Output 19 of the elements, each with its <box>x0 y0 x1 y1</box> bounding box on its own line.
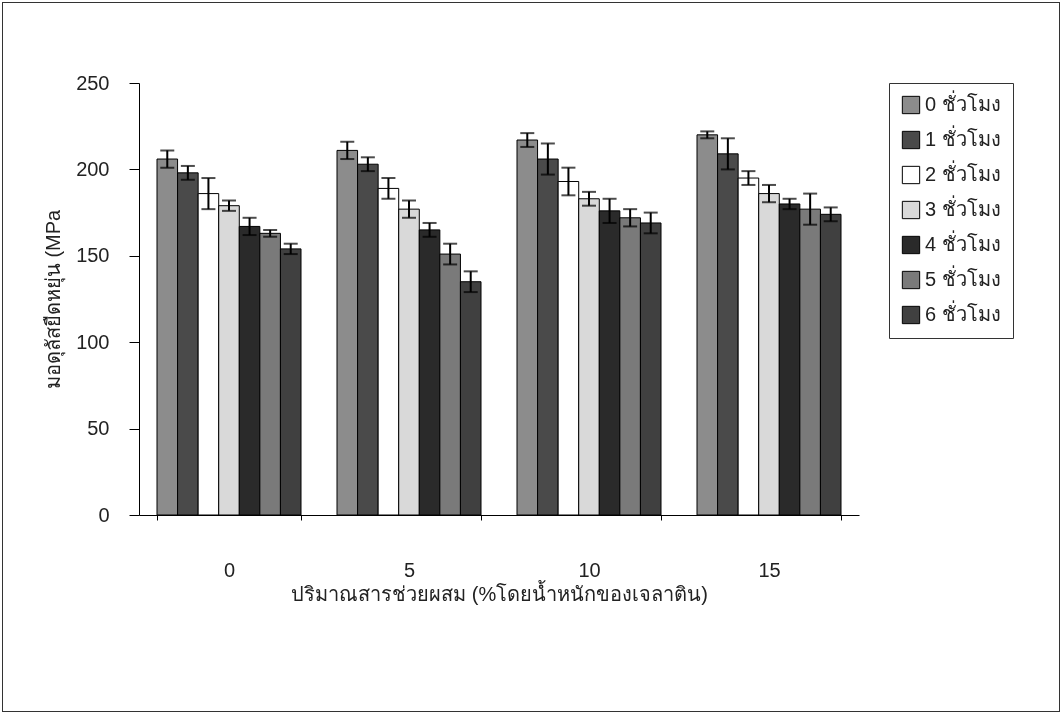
y-axis-title: มอดุลัสยืดหยุ่น (MPa <box>42 208 67 390</box>
legend-label: 1 ชั่วโมง <box>925 125 1001 150</box>
y-tick-label: 100 <box>76 330 110 353</box>
legend-label: 2 ชั่วโมง <box>925 160 1001 185</box>
legend-label: 4 ชั่วโมง <box>925 230 1001 255</box>
x-tick-label: 5 <box>403 558 416 581</box>
x-axis-title: ปริมาณสารช่วยผสม (%โดยน้ำหนักของเจลาติน) <box>291 579 708 605</box>
y-tick-label: 150 <box>76 244 110 267</box>
y-tick-label: 200 <box>76 157 110 180</box>
legend-label: 3 ชั่วโมง <box>925 195 1001 220</box>
y-tick-label: 50 <box>87 417 110 440</box>
x-tick-label: 0 <box>223 558 236 581</box>
x-tick-label: 10 <box>578 558 601 581</box>
y-tick-label: 250 <box>76 71 110 94</box>
legend-label: 5 ชั่วโมง <box>925 265 1001 290</box>
x-tick-label: 15 <box>758 558 781 581</box>
legend-label: 6 ชั่วโมง <box>925 300 1001 325</box>
legend-label: 0 ชั่วโมง <box>925 90 1001 115</box>
y-tick-label: 0 <box>98 503 110 526</box>
